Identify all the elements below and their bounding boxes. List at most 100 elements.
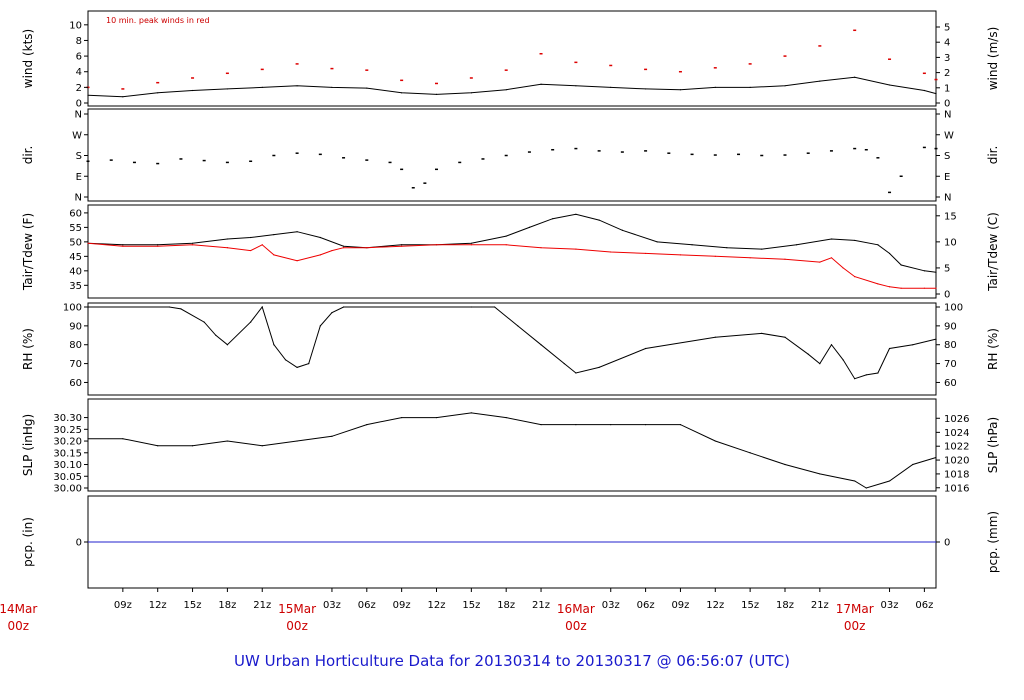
data-point [888, 480, 891, 482]
data-point [331, 435, 333, 437]
left-tick-label: 4 [76, 67, 82, 78]
data-point [551, 148, 555, 151]
data-point [610, 424, 612, 426]
data-point [505, 244, 507, 246]
right-tick-label: W [944, 130, 954, 141]
x-tick-label: 15z [184, 600, 202, 611]
data-point [132, 161, 136, 164]
data-point [574, 147, 578, 150]
right-tick-label: 2 [944, 68, 950, 79]
data-point [434, 82, 438, 85]
right-tick-label: 10 [944, 237, 957, 248]
y-axis-label-left: pcp. (in) [21, 517, 35, 567]
data-point [597, 150, 601, 152]
x-tick-label: 21z [532, 600, 550, 611]
data-point [935, 338, 937, 340]
data-point [563, 362, 565, 365]
right-tick-label: 5 [944, 23, 950, 34]
left-tick-label: 0 [76, 538, 82, 549]
x-tick-label: 18z [497, 600, 515, 611]
data-point [225, 161, 229, 164]
data-point [806, 152, 810, 154]
data-point [458, 161, 462, 164]
data-point [679, 89, 682, 91]
data-point [122, 96, 124, 98]
data-point [644, 252, 647, 255]
right-tick-label: N [944, 110, 951, 121]
data-point [609, 64, 613, 67]
data-point [922, 72, 926, 75]
data-point [331, 249, 333, 252]
x-tick-label: 09z [114, 600, 132, 611]
x-tick-label: 12z [428, 600, 446, 611]
data-point [122, 438, 124, 440]
data-point [528, 226, 531, 228]
data-point [714, 86, 716, 88]
series-line [87, 213, 937, 273]
data-point [761, 332, 763, 335]
data-point [935, 271, 937, 273]
data-point [691, 244, 693, 246]
data-point [760, 154, 764, 157]
data-point [819, 80, 821, 82]
left-tick-label: 8 [76, 36, 82, 47]
right-tick-label: 1018 [944, 469, 969, 480]
data-point [226, 344, 228, 346]
left-tick-label: 6 [76, 52, 82, 63]
data-point [342, 245, 345, 247]
right-tick-label: 1022 [944, 442, 969, 453]
data-point [923, 270, 925, 272]
data-point [365, 69, 369, 71]
data-point [527, 151, 531, 153]
data-point [401, 92, 403, 94]
y-axis-label-left: wind (kts) [21, 29, 35, 88]
data-point [330, 67, 334, 70]
left-tick-label: N [75, 193, 82, 204]
data-point [505, 416, 507, 419]
data-point [342, 306, 345, 308]
data-point [888, 347, 891, 350]
left-tick-label: 60 [69, 208, 82, 219]
data-point [575, 424, 577, 426]
data-point [296, 231, 298, 233]
date-label: 16Mar [557, 602, 595, 616]
date-label-hour: 00z [844, 619, 866, 633]
data-point [644, 347, 647, 350]
data-point [784, 85, 786, 87]
data-point [86, 160, 90, 163]
right-tick-label: S [944, 151, 950, 162]
x-tick-label: 03z [323, 600, 341, 611]
data-point [156, 162, 160, 165]
data-point [435, 244, 438, 246]
data-point [215, 334, 217, 336]
data-point [923, 287, 925, 289]
data-point [261, 244, 263, 246]
data-point [261, 445, 263, 447]
data-point [157, 245, 159, 247]
data-point [620, 151, 624, 153]
data-point [179, 158, 183, 160]
data-point [87, 94, 89, 96]
y-axis-label-left: SLP (inHg) [21, 414, 35, 476]
data-point [877, 283, 879, 285]
data-point [261, 306, 263, 308]
data-point [121, 88, 125, 90]
data-point [575, 213, 577, 215]
data-point [842, 359, 844, 361]
x-tick-label: 18z [776, 600, 794, 611]
data-point [679, 424, 682, 426]
data-point [679, 254, 682, 256]
series-line [87, 76, 937, 98]
data-point [168, 306, 170, 308]
data-point [748, 63, 752, 65]
x-tick-label: 12z [149, 600, 167, 611]
data-point [610, 251, 612, 253]
data-point [319, 236, 321, 239]
data-point [319, 254, 321, 256]
x-tick-label: 15z [741, 600, 759, 611]
x-tick-label: 03z [881, 600, 899, 611]
left-tick-label: 60 [69, 378, 82, 389]
data-point [400, 168, 404, 171]
data-point [272, 154, 276, 157]
